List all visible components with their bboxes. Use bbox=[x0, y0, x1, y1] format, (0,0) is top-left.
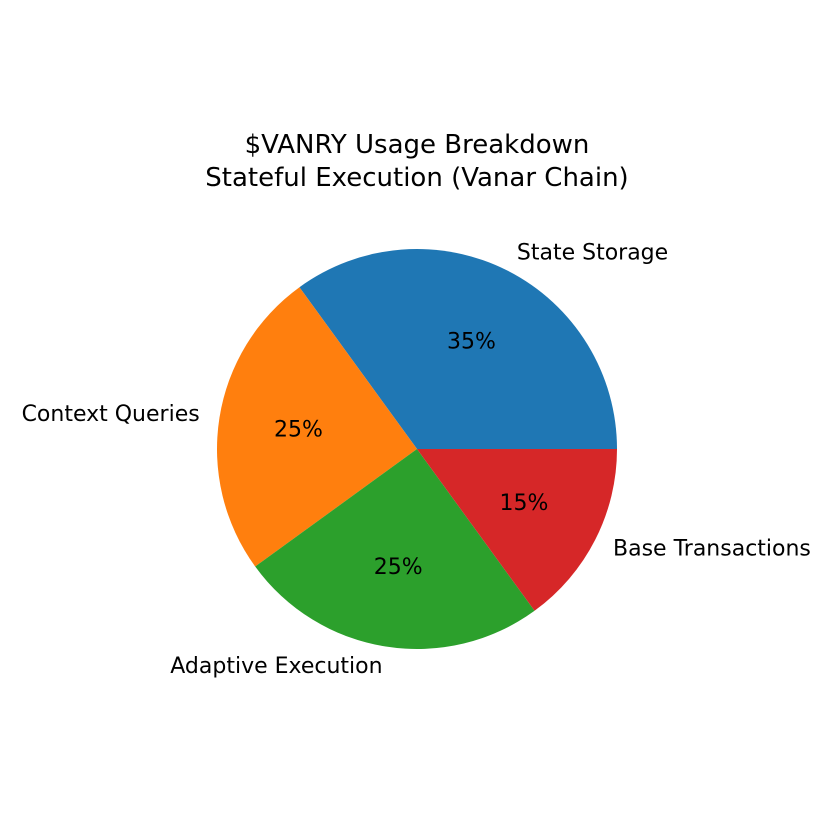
chart-title-line-1: $VANRY Usage Breakdown bbox=[245, 130, 590, 160]
pct-label-context-queries: 25% bbox=[274, 418, 323, 443]
pct-label-adaptive-execution: 25% bbox=[374, 555, 423, 580]
pct-label-base-transactions: 15% bbox=[499, 491, 548, 516]
category-label-base-transactions: Base Transactions bbox=[613, 536, 811, 561]
category-label-adaptive-execution: Adaptive Execution bbox=[170, 654, 382, 679]
pie-slice-context-queries bbox=[216, 287, 417, 567]
pct-label-state-storage: 35% bbox=[447, 330, 496, 355]
pie-slice-base-transactions bbox=[417, 449, 617, 611]
category-label-context-queries: Context Queries bbox=[22, 402, 200, 427]
pie-slice-state-storage bbox=[299, 249, 617, 449]
category-label-state-storage: State Storage bbox=[517, 240, 668, 265]
pie-slices bbox=[216, 249, 617, 649]
pie-labels: 35% State Storage 25% Context Queries 25% Ada… bbox=[22, 240, 811, 678]
pie-slice-adaptive-execution bbox=[255, 449, 535, 649]
chart-title-line-2: Stateful Execution (Vanar Chain) bbox=[205, 163, 628, 193]
